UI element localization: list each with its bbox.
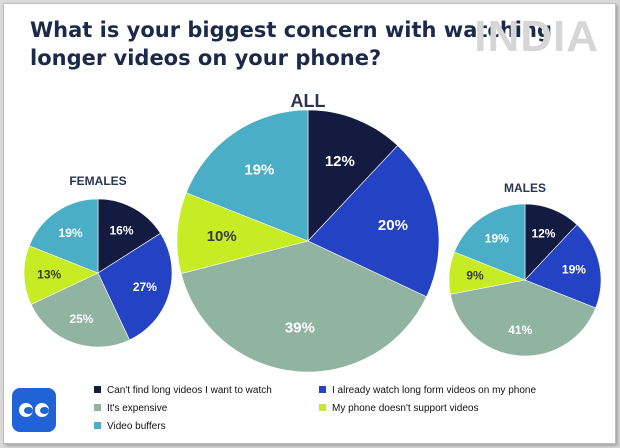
pie-females-label-expensive: 25% <box>69 312 93 326</box>
pie-all-slice-no-support <box>176 192 309 274</box>
pie-all-label-cant-find: 12% <box>325 153 355 170</box>
pie-males-title: MALES <box>504 181 546 195</box>
pie-females-label-already-watch: 27% <box>133 280 157 294</box>
pie-females-title: FEMALES <box>69 174 126 188</box>
legend-item-already-watch: I already watch long form videos on my p… <box>319 384 536 398</box>
logo-eye-right <box>35 403 49 417</box>
pie-females-slice-buffers <box>28 198 99 274</box>
pie-all-label-buffers: 19% <box>244 162 274 179</box>
pie-males-label-buffers: 19% <box>485 232 509 246</box>
logo-eye-left <box>19 403 33 417</box>
legend-label: It's expensive <box>107 403 168 414</box>
pie-males-slice-buffers <box>453 203 526 281</box>
pie-females-slice-cant-find <box>97 198 161 274</box>
legend-swatch <box>94 421 101 429</box>
logo-pupil <box>24 407 33 414</box>
legend-item-no-support: My phone doesn't support videos <box>319 402 478 416</box>
pie-all-title: ALL <box>291 91 326 111</box>
logo-pupil <box>40 407 49 414</box>
pie-charts: 16% 27% 25% 13% 19% FEMALES 12% 20% 39% 10% 19% ALL… <box>23 91 602 373</box>
pie-males-label-cant-find: 12% <box>531 227 555 241</box>
pie-males-label-expensive: 41% <box>508 323 532 337</box>
pie-females-slice-no-support <box>23 245 99 305</box>
pie-all-slice-buffers <box>185 109 309 242</box>
legend-swatch <box>319 403 326 411</box>
pie-females-label-cant-find: 16% <box>110 223 134 237</box>
pie-all-label-no-support: 10% <box>207 228 237 245</box>
chat-bubble-logo-icon <box>12 388 56 432</box>
pie-males-slice-expensive <box>449 279 597 357</box>
pie-females-slice-already-watch <box>97 232 173 341</box>
country-watermark: INDIA <box>474 12 599 61</box>
pie-all-slice-already-watch <box>307 145 440 298</box>
legend-item-buffers: Video buffers <box>94 420 166 434</box>
pie-males-slice-already-watch <box>524 224 602 309</box>
legend-item-cant-find: Can't find long videos I want to watch <box>94 384 272 398</box>
legend-swatch <box>94 403 101 411</box>
pie-females-label-buffers: 19% <box>59 226 83 240</box>
pie-males-label-already-watch: 19% <box>562 262 586 276</box>
pie-all-label-already-watch: 20% <box>378 217 408 234</box>
legend-swatch <box>319 385 326 393</box>
legend-label: Can't find long videos I want to watch <box>107 385 272 396</box>
pie-females-slice-expensive <box>30 272 130 348</box>
slide: What is your biggest concern with watchi… <box>3 3 616 444</box>
legend-item-expensive: It's expensive <box>94 402 167 416</box>
legend-label: Video buffers <box>107 421 166 432</box>
chart-title: What is your biggest concern with watchi… <box>30 18 552 70</box>
pie-all-slice-cant-find <box>307 109 399 242</box>
pie-females-label-no-support: 13% <box>37 268 61 282</box>
pie-males-label-no-support: 9% <box>466 268 484 282</box>
pie-all-slice-expensive <box>180 240 427 373</box>
legend-swatch <box>94 385 101 393</box>
pie-all-label-expensive: 39% <box>285 319 315 336</box>
legend-label: I already watch long form videos on my p… <box>332 385 536 396</box>
legend-label: My phone doesn't support videos <box>332 403 479 414</box>
